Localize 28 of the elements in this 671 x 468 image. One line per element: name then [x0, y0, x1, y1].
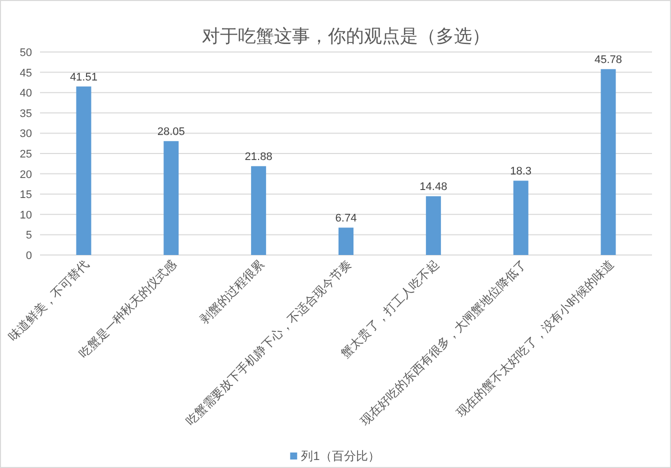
bar — [513, 180, 528, 255]
bar — [76, 86, 92, 255]
y-tick-label: 20 — [20, 168, 32, 181]
bar — [164, 141, 179, 255]
bar — [338, 228, 354, 255]
y-tick-label: 15 — [20, 189, 32, 202]
y-tick-label: 10 — [20, 209, 32, 222]
y-tick-label: 45 — [20, 67, 32, 80]
chart-title: 对于吃蟹这事，你的观点是（多选） — [202, 26, 490, 46]
y-tick-label: 50 — [20, 47, 32, 59]
data-label: 41.51 — [70, 71, 98, 84]
bar — [600, 69, 616, 255]
y-tick-label: 0 — [26, 250, 32, 262]
legend-label: 列1（百分比） — [301, 449, 380, 463]
bar — [251, 166, 266, 255]
y-tick-label: 40 — [20, 88, 32, 100]
y-tick-label: 30 — [20, 128, 32, 140]
data-label: 6.74 — [335, 212, 357, 225]
y-tick-label: 35 — [20, 108, 32, 120]
y-tick-label: 25 — [20, 148, 32, 160]
data-label: 18.3 — [510, 166, 532, 178]
y-tick-label: 5 — [26, 230, 32, 242]
data-label: 14.48 — [420, 181, 448, 194]
bar — [426, 196, 441, 255]
data-label: 21.88 — [244, 151, 272, 164]
data-label: 28.05 — [157, 126, 185, 138]
data-label: 45.78 — [594, 54, 622, 66]
x-tick-label: 剥蟹的过程很累 — [197, 257, 267, 327]
